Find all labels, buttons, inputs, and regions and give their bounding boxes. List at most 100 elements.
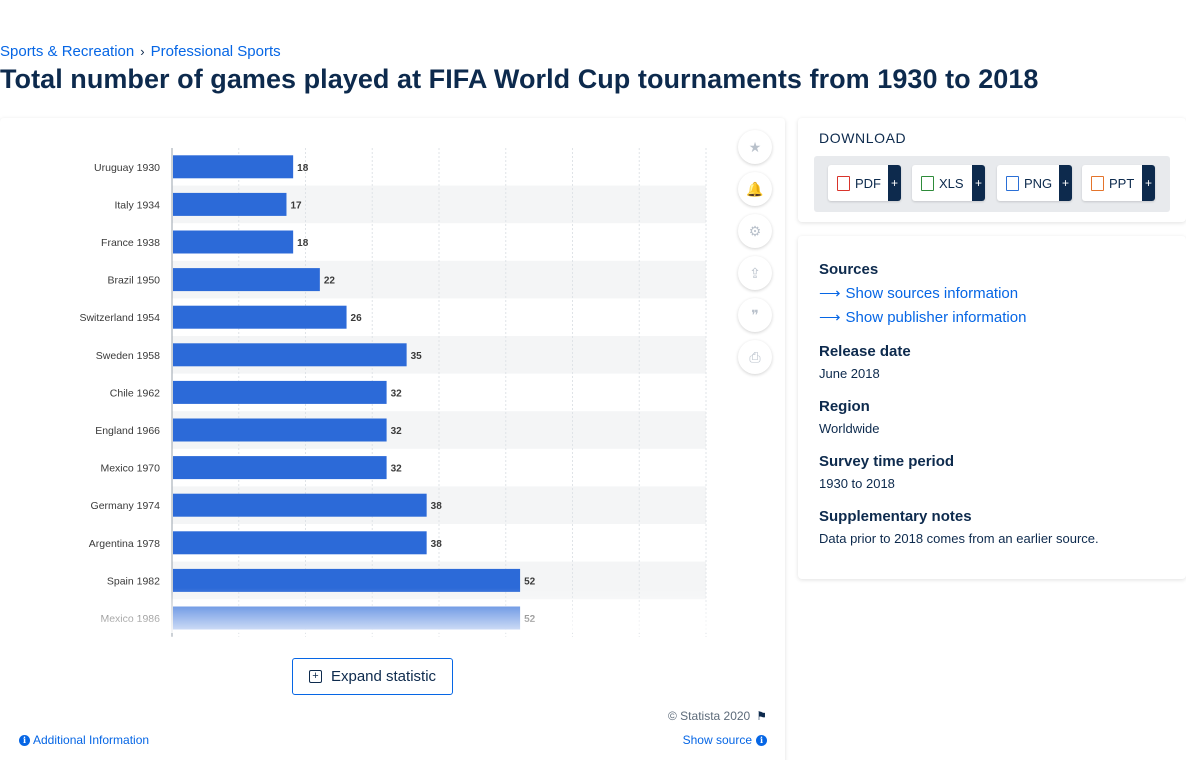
copyright-text: © Statista 2020	[668, 709, 751, 723]
category-label: Mexico 1986	[100, 613, 160, 625]
data-label: 38	[431, 501, 443, 512]
plus-icon: +	[888, 165, 901, 201]
category-label: Sweden 1958	[96, 350, 160, 362]
page-title: Total number of games played at FIFA Wor…	[0, 64, 1039, 94]
download-title: DOWNLOAD	[819, 130, 907, 146]
download-xls-label: XLS	[939, 175, 964, 191]
category-label: France 1938	[101, 237, 160, 249]
download-png-button[interactable]: PNG +	[997, 165, 1072, 201]
chart-toolbar: ★ 🔔 ⚙ ⇪ ❞ ⎙	[738, 130, 772, 382]
download-pdf-button[interactable]: PDF +	[828, 165, 901, 201]
category-label: Italy 1934	[114, 199, 160, 211]
bar	[173, 155, 294, 179]
category-label: Spain 1982	[107, 575, 160, 587]
data-label: 38	[431, 539, 443, 550]
category-label: Uruguay 1930	[94, 162, 160, 174]
info-icon: i	[756, 734, 767, 746]
supplementary-notes-value: Data prior to 2018 comes from an earlier…	[819, 531, 1099, 546]
star-icon[interactable]: ★	[738, 130, 772, 164]
category-label: Chile 1962	[110, 387, 160, 399]
survey-period-heading: Survey time period	[819, 453, 955, 470]
plus-square-icon: +	[308, 670, 322, 683]
bar-chart: Uruguay 1930 18 Italy 1934 17 France 1938 18 B…	[79, 148, 707, 637]
info-icon: i	[19, 734, 30, 746]
expand-statistic-label: Expand statistic	[330, 668, 437, 685]
ppt-file-icon	[1091, 175, 1104, 191]
statistic-details-panel: Sources ⟶ Show sources information ⟶ Sho…	[798, 236, 1186, 579]
region-heading: Region	[819, 398, 870, 415]
data-label: 32	[391, 388, 403, 399]
breadcrumb: Sports & Recreation › Professional Sport…	[0, 43, 281, 60]
data-label: 18	[297, 238, 309, 249]
data-label: 32	[391, 426, 403, 437]
supplementary-notes-heading: Supplementary notes	[819, 508, 972, 525]
download-panel: DOWNLOAD PDF + XLS + PNG + PPT +	[798, 118, 1186, 222]
data-label: 52	[524, 576, 536, 587]
survey-period-value: 1930 to 2018	[819, 476, 895, 491]
show-source-link[interactable]: Show source i	[683, 733, 767, 747]
additional-information-link[interactable]: i Additional Information	[19, 733, 149, 747]
bar	[173, 268, 320, 292]
data-label: 22	[324, 276, 336, 287]
download-bar: PDF + XLS + PNG + PPT +	[814, 156, 1170, 212]
category-label: Mexico 1970	[100, 463, 160, 475]
data-label: 17	[290, 200, 302, 211]
show-sources-label: Show sources information	[845, 284, 1019, 302]
data-label: 52	[524, 614, 536, 625]
download-ppt-label: PPT	[1109, 175, 1135, 191]
gear-icon[interactable]: ⚙	[738, 214, 772, 248]
category-label: Brazil 1950	[107, 275, 160, 287]
download-xls-button[interactable]: XLS +	[912, 165, 985, 201]
bar	[173, 606, 521, 630]
breadcrumb-link-professional-sports[interactable]: Professional Sports	[150, 43, 281, 60]
bar	[173, 380, 387, 404]
bar	[173, 305, 347, 329]
pdf-file-icon	[837, 175, 850, 191]
additional-information-label: Additional Information	[33, 733, 150, 747]
bar	[173, 568, 521, 592]
copyright: © Statista 2020 ⚑	[668, 709, 767, 723]
chart-panel: Uruguay 1930 18 Italy 1934 17 France 1938 18 B…	[0, 118, 785, 760]
category-label: Argentina 1978	[89, 538, 160, 550]
share-icon[interactable]: ⇪	[738, 256, 772, 290]
region-value: Worldwide	[819, 421, 880, 436]
category-label: Switzerland 1954	[79, 312, 160, 324]
breadcrumb-link-sports[interactable]: Sports & Recreation	[0, 43, 135, 60]
bar	[173, 343, 407, 367]
data-label: 35	[411, 351, 423, 362]
print-icon[interactable]: ⎙	[738, 340, 772, 374]
show-sources-link[interactable]: ⟶ Show sources information	[819, 284, 1019, 303]
category-label: Germany 1974	[91, 500, 161, 512]
arrow-right-icon: ⟶	[819, 285, 841, 302]
plus-icon: +	[1142, 165, 1155, 201]
download-pdf-label: PDF	[855, 175, 881, 191]
release-date-heading: Release date	[819, 343, 911, 360]
bar	[173, 456, 387, 480]
quote-icon[interactable]: ❞	[738, 298, 772, 332]
flag-icon[interactable]: ⚑	[756, 709, 767, 723]
bar	[173, 418, 387, 442]
arrow-right-icon: ⟶	[819, 309, 841, 326]
download-ppt-button[interactable]: PPT +	[1082, 165, 1155, 201]
data-label: 26	[351, 313, 363, 324]
category-label: England 1966	[95, 425, 160, 437]
show-publisher-link[interactable]: ⟶ Show publisher information	[819, 308, 1027, 327]
plus-icon: +	[1059, 165, 1072, 201]
bell-icon[interactable]: 🔔	[738, 172, 772, 206]
sources-heading: Sources	[819, 261, 879, 278]
download-png-label: PNG	[1024, 175, 1053, 191]
plus-icon: +	[972, 165, 985, 201]
bar	[173, 192, 287, 216]
bar	[173, 531, 427, 555]
data-label: 18	[297, 163, 309, 174]
data-label: 32	[391, 464, 403, 475]
xls-file-icon	[921, 175, 934, 191]
release-date-value: June 2018	[819, 366, 880, 381]
png-file-icon	[1006, 175, 1019, 191]
bar	[173, 230, 294, 254]
show-publisher-label: Show publisher information	[845, 308, 1027, 326]
breadcrumb-separator: ›	[140, 44, 145, 59]
bar	[173, 493, 427, 517]
show-source-label: Show source	[682, 733, 752, 747]
expand-statistic-button[interactable]: + Expand statistic	[292, 658, 453, 695]
